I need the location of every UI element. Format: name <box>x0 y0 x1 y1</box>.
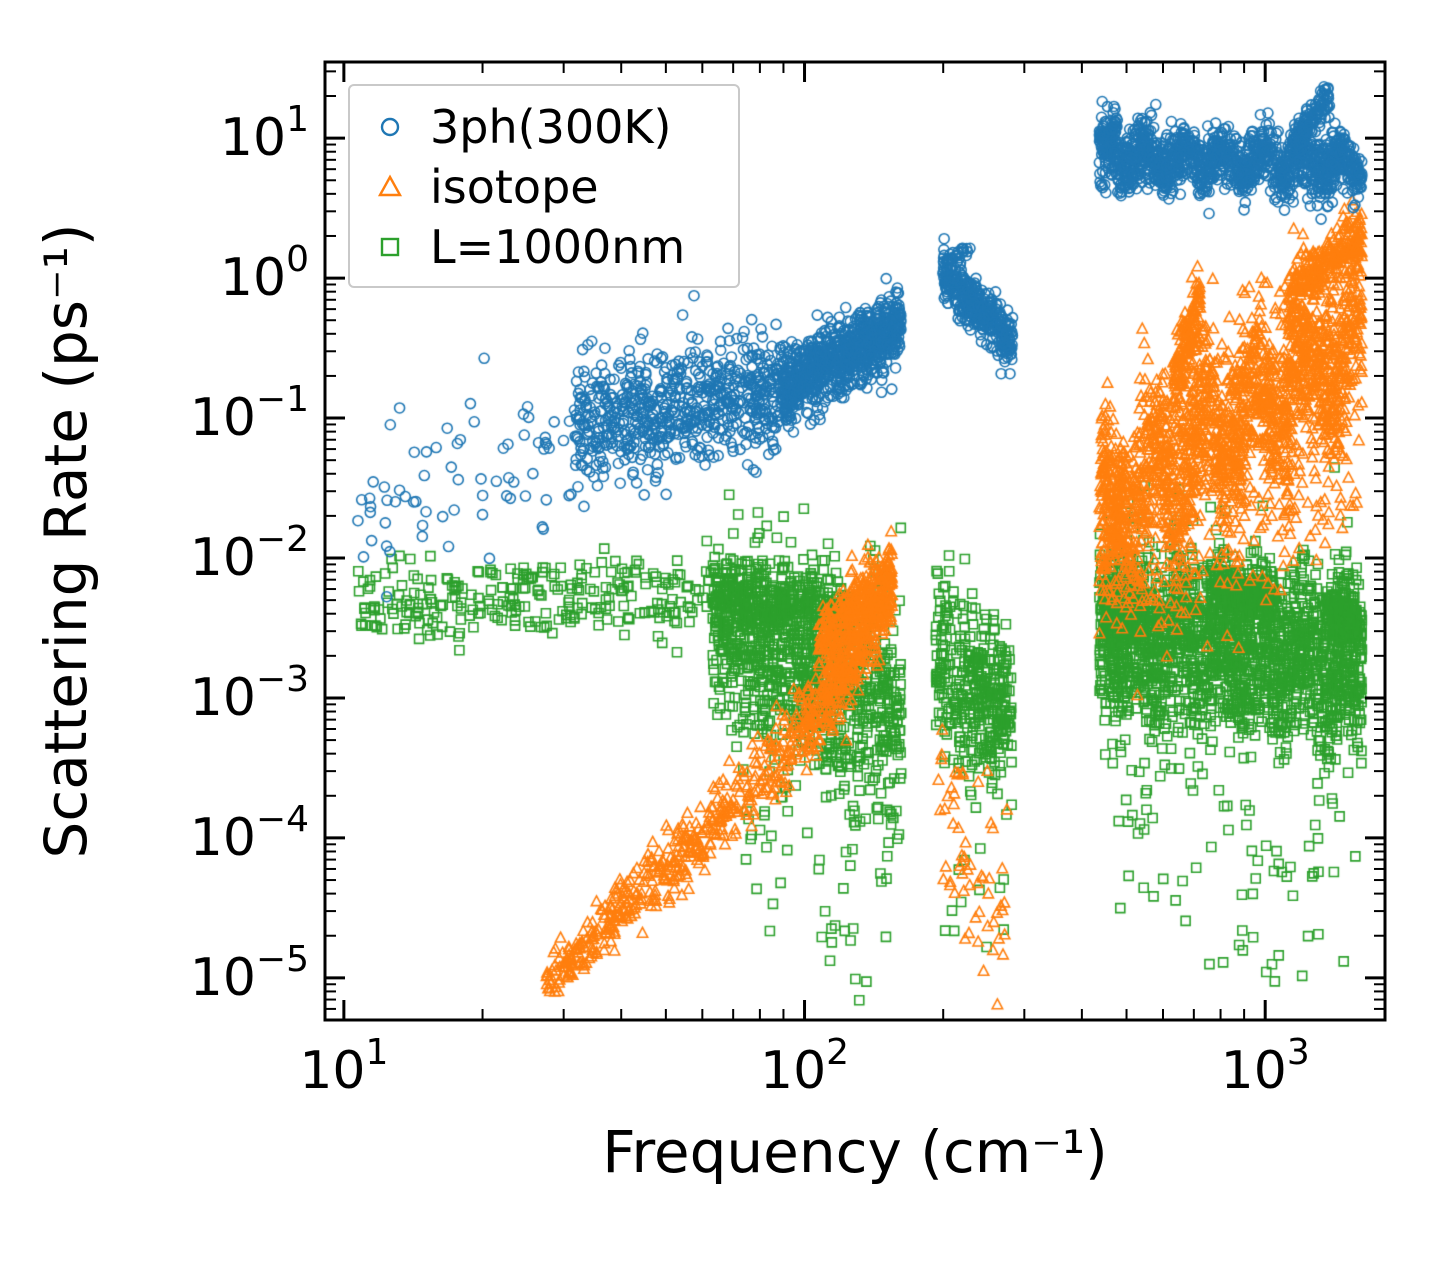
legend-triangle-icon <box>377 174 403 197</box>
y-tick-label: 100 <box>220 239 309 308</box>
y-tick-label: 10−1 <box>190 379 309 448</box>
y-tick-label: 10−3 <box>190 659 309 728</box>
legend-entry-label: 3ph(300K) <box>430 100 672 154</box>
y-axis-label: Scattering Rate (ps⁻¹) <box>32 223 100 859</box>
y-tick-label: 10−5 <box>190 939 309 1008</box>
y-tick-label: 10−4 <box>190 799 309 868</box>
legend: 3ph(300K) isotope L=1000nm <box>348 84 740 288</box>
legend-entry-label: isotope <box>430 160 599 214</box>
legend-circle-icon <box>380 117 400 137</box>
legend-entry-3: L=1000nm <box>372 220 728 274</box>
legend-square-icon <box>380 237 400 257</box>
plot-spines <box>323 60 1387 1022</box>
y-tick-label: 10−2 <box>190 519 309 588</box>
y-tick-label: 101 <box>220 99 309 168</box>
legend-entry-2: isotope <box>372 160 728 214</box>
x-tick-label: 102 <box>760 1032 849 1101</box>
legend-entry-1: 3ph(300K) <box>372 100 728 154</box>
x-axis-label: Frequency (cm⁻¹) <box>602 1118 1108 1186</box>
x-tick-label: 103 <box>1221 1032 1310 1101</box>
x-tick-label: 101 <box>299 1032 388 1101</box>
legend-entry-label: L=1000nm <box>430 220 686 274</box>
